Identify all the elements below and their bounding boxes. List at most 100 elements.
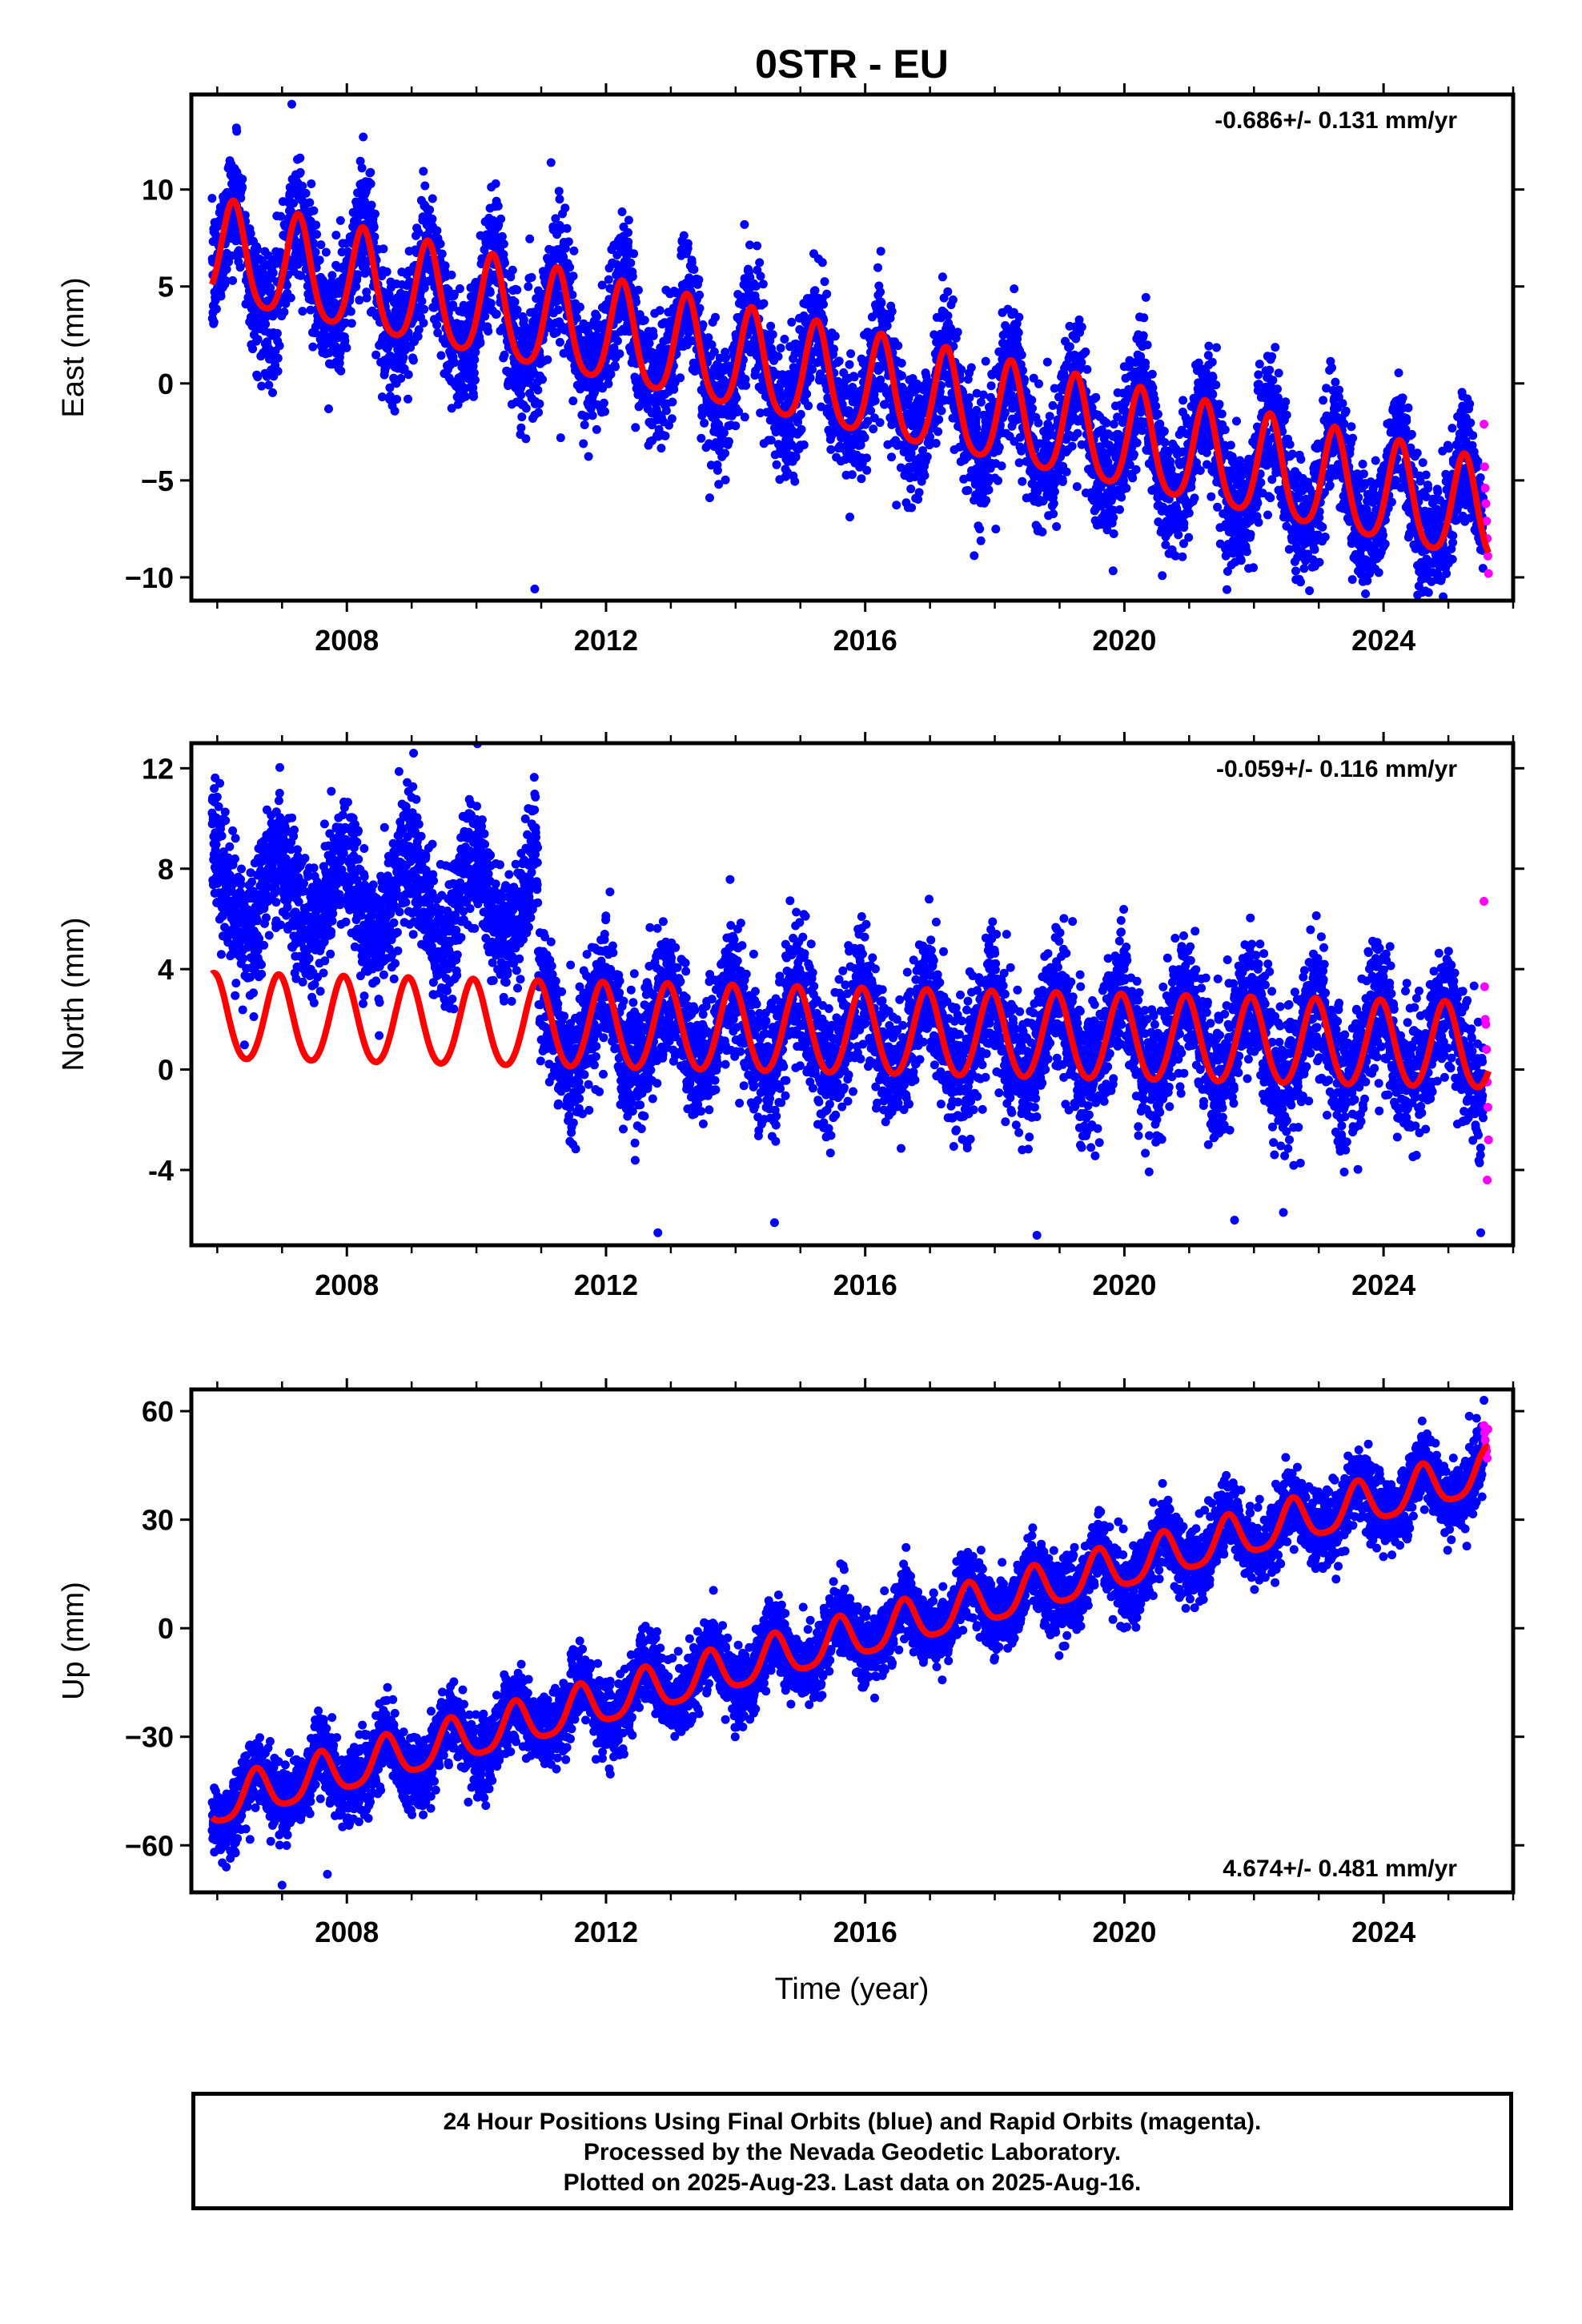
final-orbit-point: [253, 335, 263, 344]
final-orbit-point: [611, 362, 620, 372]
final-orbit-point: [810, 286, 820, 296]
final-orbit-point: [1067, 441, 1077, 451]
final-orbit-point: [700, 418, 709, 428]
final-orbit-point: [306, 305, 315, 315]
final-orbit-point: [367, 200, 376, 210]
final-orbit-point: [485, 287, 495, 297]
final-orbit-point: [629, 249, 639, 259]
final-orbit-point: [428, 194, 437, 203]
final-orbit-point: [425, 205, 435, 215]
final-orbit-point: [1062, 467, 1071, 476]
final-orbit-point: [740, 412, 749, 422]
final-orbit-point: [1081, 347, 1090, 356]
final-orbit-point: [309, 206, 319, 215]
final-orbit-point: [834, 356, 844, 366]
final-orbit-point: [1115, 505, 1124, 514]
final-orbit-point: [631, 423, 640, 432]
final-orbit-point: [496, 214, 506, 223]
final-orbit-point: [308, 238, 318, 247]
final-orbit-point: [324, 348, 334, 358]
final-orbit-point: [1048, 400, 1058, 410]
final-orbit-point: [624, 227, 632, 237]
final-orbit-point: [1014, 312, 1024, 322]
final-orbit-point: [937, 406, 946, 416]
final-orbit-point: [331, 301, 340, 311]
final-orbit-point: [721, 448, 729, 458]
final-orbit-point: [382, 267, 391, 276]
final-orbit-point: [1132, 438, 1142, 448]
final-orbit-point: [648, 331, 658, 340]
final-orbit-point: [282, 280, 291, 290]
final-orbit-point: [315, 255, 324, 265]
final-orbit-point: [524, 282, 533, 292]
final-orbit-point: [420, 181, 430, 191]
final-orbit-point: [432, 320, 442, 330]
final-orbit-point: [1010, 284, 1019, 294]
final-orbit-point: [1082, 364, 1092, 374]
final-orbit-point: [1058, 477, 1067, 486]
final-orbit-point: [740, 219, 749, 229]
final-orbit-point: [862, 465, 872, 475]
final-orbit-point: [822, 289, 832, 299]
final-orbit-point: [295, 167, 305, 177]
final-orbit-point: [604, 379, 613, 388]
final-orbit-point: [543, 355, 552, 364]
final-orbit-point: [216, 292, 226, 301]
final-orbit-point: [370, 232, 379, 242]
final-orbit-point: [392, 395, 402, 404]
final-orbit-point: [731, 421, 741, 431]
data-layer: [207, 99, 1493, 601]
final-orbit-point: [476, 338, 485, 348]
final-orbit-point: [568, 271, 578, 281]
final-orbit-point: [1042, 357, 1052, 367]
final-orbit-point: [447, 270, 456, 279]
final-orbit-point: [419, 318, 428, 328]
final-orbit-point: [695, 290, 705, 300]
final-orbit-point: [934, 415, 944, 424]
final-orbit-point: [1122, 484, 1131, 493]
final-orbit-point: [592, 424, 601, 434]
final-orbit-point: [820, 277, 829, 287]
final-orbit-point: [222, 264, 231, 274]
final-orbit-point: [484, 327, 493, 336]
final-orbit-point: [221, 276, 231, 286]
final-orbit-point: [1077, 358, 1086, 368]
final-orbit-point: [963, 485, 973, 495]
final-orbit-point: [390, 406, 400, 416]
final-orbit-point: [268, 388, 277, 397]
final-orbit-point: [414, 325, 424, 335]
final-orbit-point: [555, 195, 564, 204]
final-orbit-point: [644, 339, 654, 348]
final-orbit-point: [887, 452, 896, 462]
final-orbit-point: [1141, 358, 1150, 368]
final-orbit-point: [347, 319, 356, 328]
final-orbit-point: [500, 350, 509, 360]
final-orbit-point: [335, 215, 345, 225]
final-orbit-point: [655, 306, 665, 316]
final-orbit-point: [428, 214, 437, 223]
final-orbit-point: [626, 258, 636, 267]
final-orbit-point: [1034, 379, 1043, 388]
final-orbit-point: [580, 420, 589, 429]
final-orbit-point: [209, 317, 219, 327]
final-orbit-point: [553, 305, 563, 315]
final-orbit-point: [676, 373, 685, 383]
final-orbit-point: [876, 247, 885, 256]
final-orbit-point: [572, 313, 581, 323]
final-orbit-point: [768, 330, 777, 340]
final-orbit-point: [555, 337, 564, 347]
final-orbit-point: [1142, 340, 1152, 350]
final-orbit-point: [948, 295, 958, 304]
final-orbit-point: [796, 409, 805, 419]
final-orbit-point: [780, 335, 789, 344]
final-orbit-point: [804, 401, 813, 411]
final-orbit-point: [817, 258, 827, 267]
final-orbit-point: [612, 336, 622, 346]
final-orbit-point: [1129, 449, 1138, 459]
final-orbit-point: [273, 353, 283, 363]
final-orbit-point: [1027, 396, 1037, 405]
final-orbit-point: [289, 199, 299, 208]
final-orbit-point: [982, 496, 991, 505]
